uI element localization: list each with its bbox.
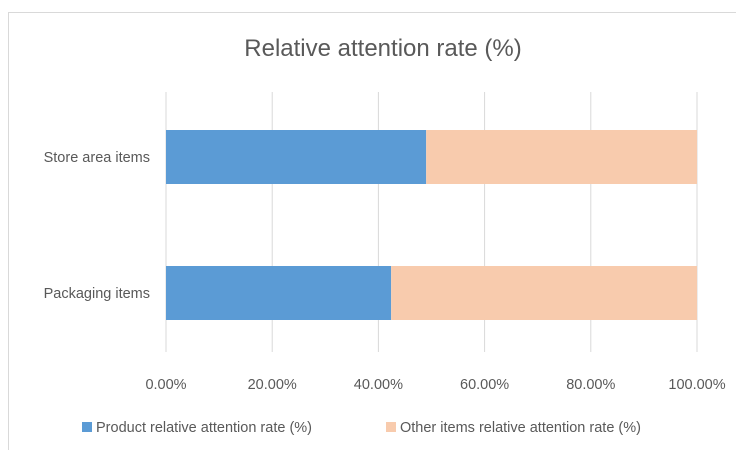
bar-other-1 bbox=[391, 266, 697, 320]
x-tick-label: 60.00% bbox=[460, 377, 509, 393]
x-tick-label: 100.00% bbox=[668, 377, 725, 393]
legend: Product relative attention rate (%) Other… bbox=[82, 420, 641, 436]
bar-other-0 bbox=[426, 130, 697, 184]
chart-title: Relative attention rate (%) bbox=[244, 35, 521, 62]
legend-label: Product relative attention rate (%) bbox=[96, 420, 312, 436]
bars bbox=[166, 130, 697, 320]
category-label: Store area items bbox=[44, 150, 150, 166]
x-tick-label: 40.00% bbox=[354, 377, 403, 393]
category-label: Packaging items bbox=[44, 286, 150, 302]
chart-frame bbox=[8, 12, 736, 450]
x-tick-labels: 0.00% 20.00% 40.00% 60.00% 80.00% 100.00% bbox=[145, 377, 725, 393]
legend-swatch bbox=[386, 422, 396, 432]
category-labels: Store area items Packaging items bbox=[44, 150, 150, 302]
legend-item: Other items relative attention rate (%) bbox=[386, 420, 641, 436]
legend-label: Other items relative attention rate (%) bbox=[400, 420, 641, 436]
x-tick-label: 80.00% bbox=[566, 377, 615, 393]
bar-product-1 bbox=[166, 266, 392, 320]
legend-swatch bbox=[82, 422, 92, 432]
x-tick-label: 20.00% bbox=[248, 377, 297, 393]
legend-item: Product relative attention rate (%) bbox=[82, 420, 312, 436]
bar-product-0 bbox=[166, 130, 427, 184]
x-tick-label: 0.00% bbox=[145, 377, 186, 393]
